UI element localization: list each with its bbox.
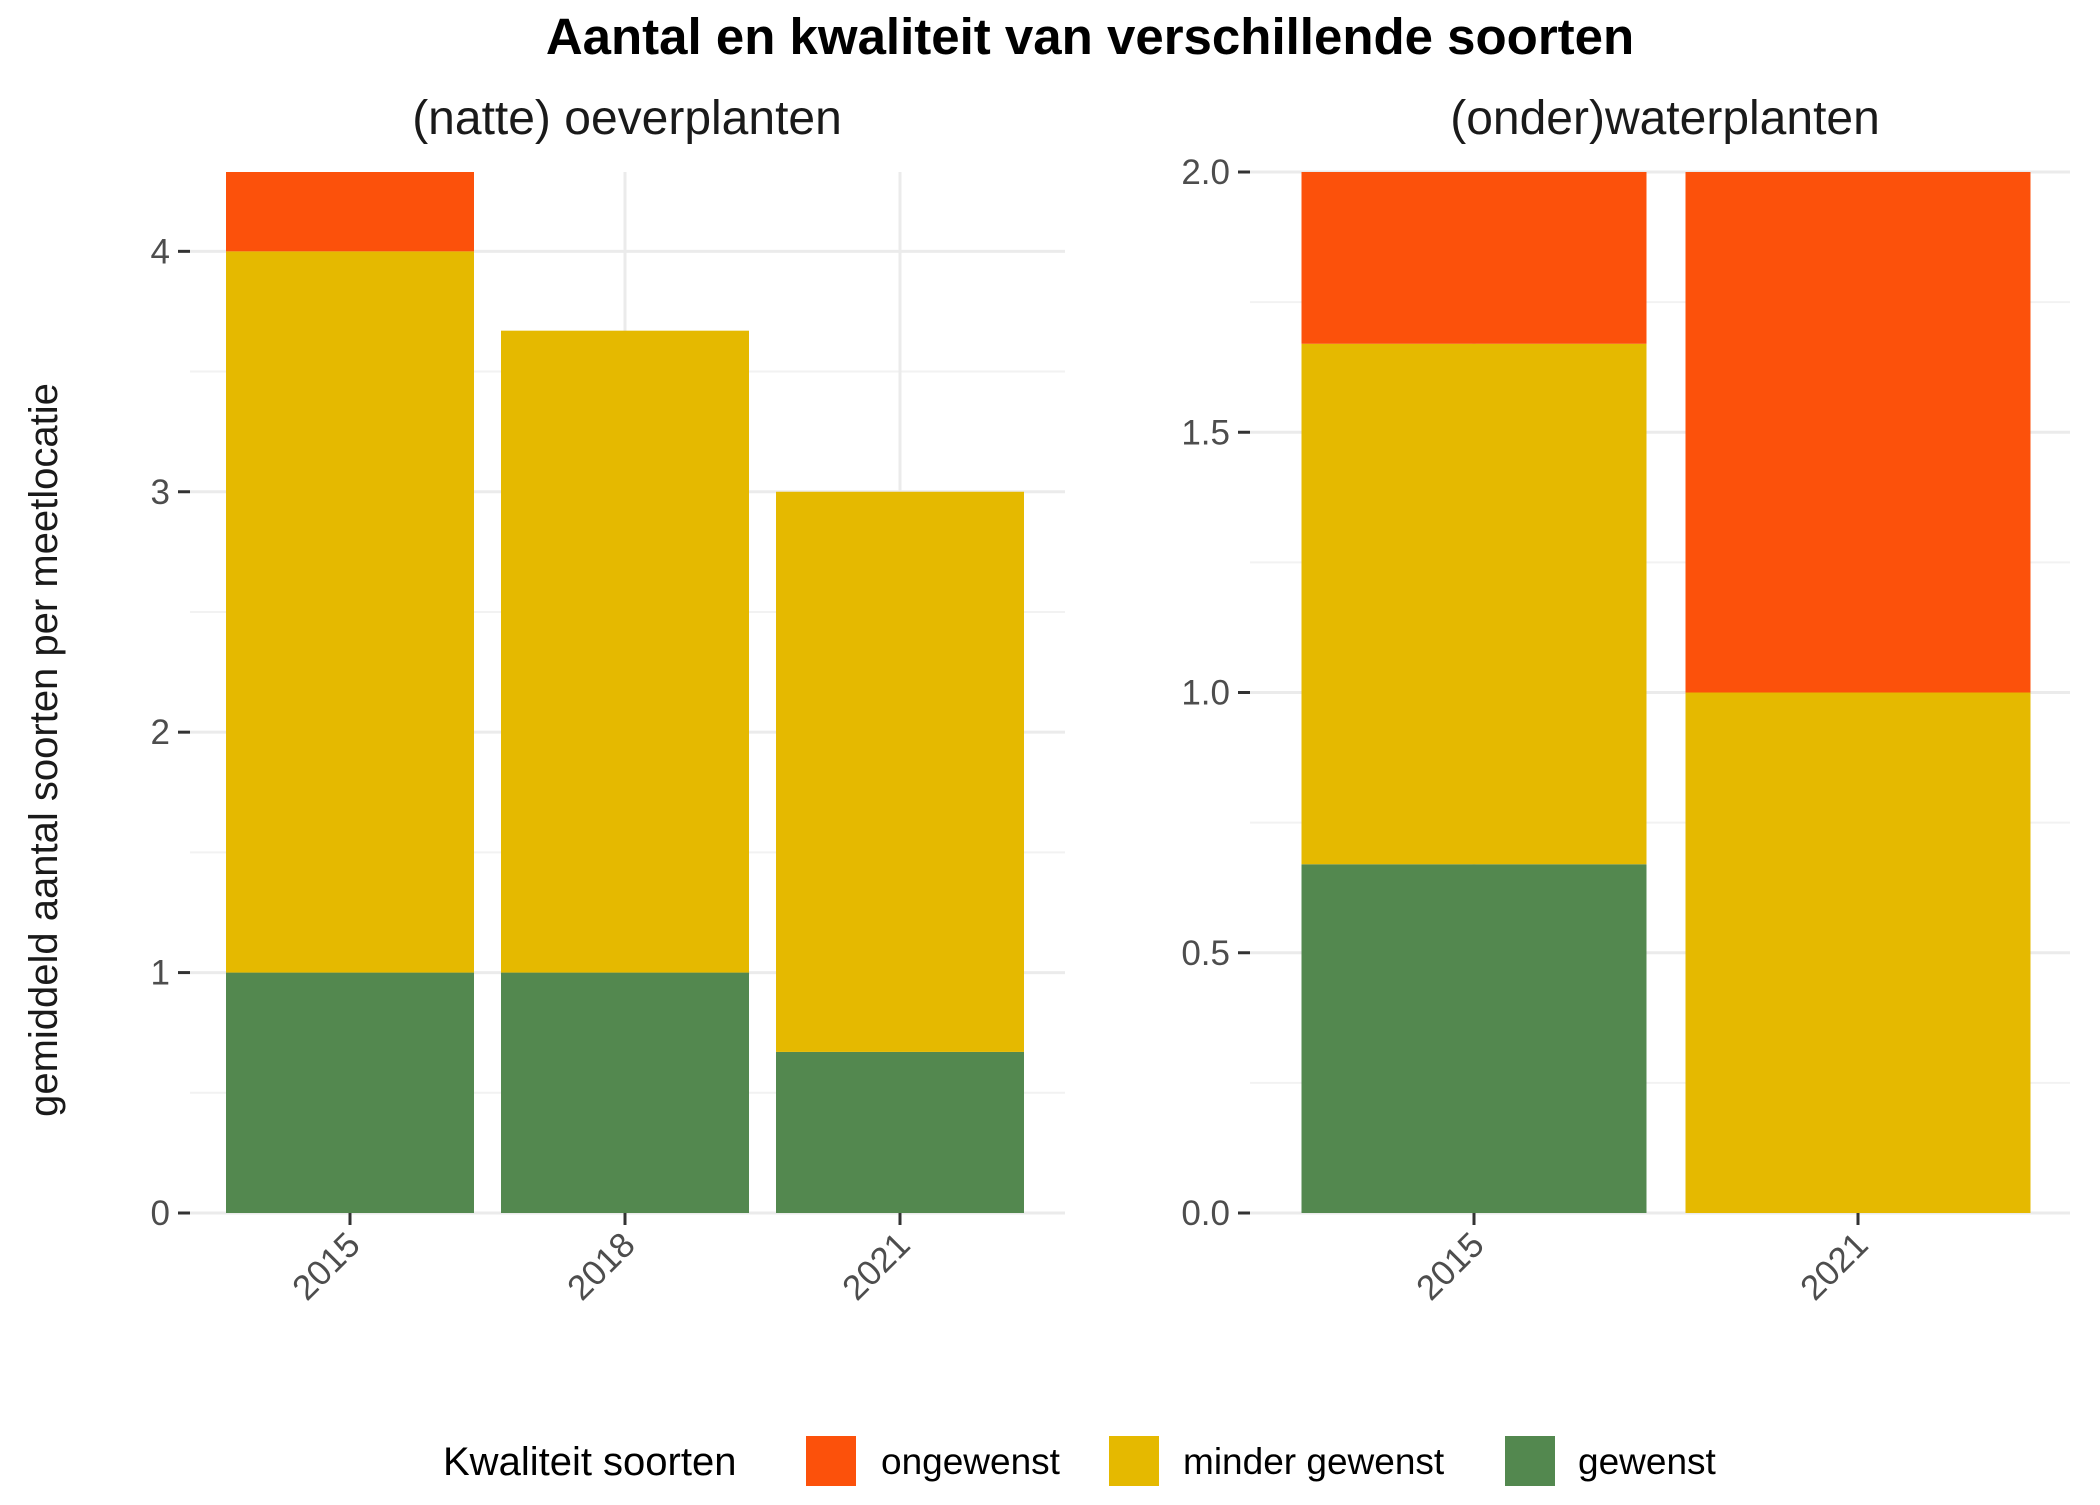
legend-key-minder-gewenst [1109,1436,1159,1486]
legend-label-gewenst: gewenst [1578,1441,1717,1482]
chart-title: Aantal en kwaliteit van verschillende so… [546,8,1634,65]
bar-segment-minder-gewenst-2015 [1301,343,1647,865]
legend: Kwaliteit soorten ongewenst minder gewen… [443,1436,1717,1486]
y-tick-label: 4 [151,232,170,271]
panel-title: (onder)waterplanten [1450,92,1880,145]
y-tick-label: 0.0 [1181,1194,1230,1233]
y-tick-label: 1 [151,954,170,993]
y-tick-label: 1.0 [1181,674,1230,713]
bar-segment-gewenst-2015 [226,972,474,1213]
x-tick-label: 2021 [835,1225,918,1308]
y-axis-title: gemiddeld aantal soorten per meetlocatie [22,383,66,1117]
y-tick-label: 2 [151,713,170,752]
panel-waterplanten: (onder)waterplanten 0.0 0.5 1.0 1.5 2.0 2015 20… [1181,92,2070,1308]
y-tick-label: 0 [151,1194,170,1233]
panel-title: (natte) oeverplanten [412,92,842,145]
bar-segment-gewenst-2021 [776,1051,1024,1213]
legend-key-ongewenst [806,1436,856,1486]
bar-segment-ongewenst-2015 [226,172,474,252]
x-tick-label: 2021 [1793,1225,1876,1308]
bar-segment-minder-gewenst-2021 [776,491,1024,1052]
y-tick-label: 3 [151,473,170,512]
legend-key-gewenst [1505,1436,1555,1486]
x-tick-label: 2015 [1409,1225,1492,1308]
legend-label-ongewenst: ongewenst [881,1441,1061,1482]
bar-segment-ongewenst-2021 [1685,172,2031,693]
y-tick-label: 1.5 [1181,413,1230,452]
x-tick-label: 2015 [285,1225,368,1308]
x-tick-label: 2018 [560,1225,643,1308]
legend-title: Kwaliteit soorten [443,1440,736,1484]
y-tick-label: 0.5 [1181,934,1230,973]
bar-segment-minder-gewenst-2018 [501,330,749,973]
panel-oeverplanten: (natte) oeverplanten 0 1 2 3 4 2015 2018 2021 [151,92,1065,1308]
bar-segment-gewenst-2018 [501,972,749,1213]
y-tick-label: 2.0 [1181,153,1230,192]
legend-label-minder-gewenst: minder gewenst [1183,1441,1445,1482]
bar-segment-minder-gewenst-2015 [226,251,474,973]
bar-segment-gewenst-2015 [1301,864,1647,1213]
bar-segment-ongewenst-2015 [1301,172,1647,344]
bar-segment-minder-gewenst-2021 [1685,692,2031,1213]
